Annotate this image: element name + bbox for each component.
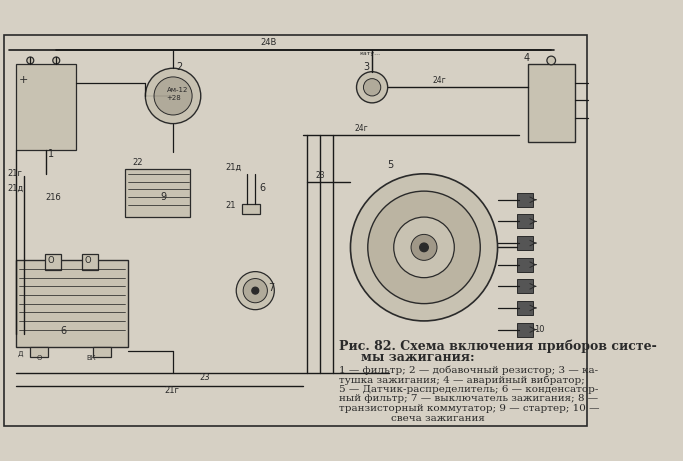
Text: +: +	[19, 75, 29, 85]
Text: 22: 22	[133, 158, 143, 167]
Text: 21б: 21б	[45, 193, 61, 202]
Circle shape	[350, 174, 498, 321]
Text: транзисторный коммутатор; 9 — стартер; 10 —: транзисторный коммутатор; 9 — стартер; 1…	[339, 404, 600, 413]
Bar	[45, 254, 61, 270]
Bar	[518, 323, 533, 337]
Bar	[94, 347, 111, 357]
Bar	[518, 258, 533, 272]
Text: свеча зажигания: свеча зажигания	[339, 414, 485, 423]
Circle shape	[393, 217, 454, 278]
Bar	[518, 279, 533, 293]
Text: О: О	[36, 355, 42, 361]
Text: 24B: 24B	[260, 38, 277, 47]
Text: О: О	[48, 256, 54, 265]
Text: О: О	[85, 256, 92, 265]
Text: 21г: 21г	[7, 169, 22, 178]
Circle shape	[547, 56, 555, 65]
Text: 3: 3	[363, 62, 370, 72]
Text: Д: Д	[17, 350, 23, 357]
Text: Ам-12: Ам-12	[167, 87, 189, 93]
Circle shape	[411, 234, 437, 260]
Text: 21: 21	[225, 201, 236, 210]
Bar	[82, 254, 98, 270]
Circle shape	[363, 79, 380, 96]
Text: 21д: 21д	[225, 162, 241, 171]
Text: 10: 10	[534, 325, 544, 334]
Bar	[30, 347, 48, 357]
Text: 24г: 24г	[432, 76, 447, 85]
Text: 7: 7	[268, 283, 275, 293]
Bar	[242, 204, 260, 214]
Text: +28: +28	[166, 95, 181, 101]
Circle shape	[53, 57, 59, 64]
Text: 24г: 24г	[354, 124, 369, 133]
Text: 23: 23	[199, 373, 210, 382]
Text: 23: 23	[316, 171, 326, 180]
Text: мы зажигания:: мы зажигания:	[361, 351, 475, 364]
Text: 4: 4	[524, 53, 529, 63]
Text: ВК: ВК	[87, 355, 96, 361]
Circle shape	[419, 243, 428, 252]
Circle shape	[154, 77, 192, 115]
Text: 1 — фильтр; 2 — добавочный резистор; 3 — ка-: 1 — фильтр; 2 — добавочный резистор; 3 —…	[339, 366, 598, 375]
Text: 9: 9	[160, 192, 166, 202]
Text: 5 — Датчик-распределитель; 6 — конденсатор-: 5 — Датчик-распределитель; 6 — конденсат…	[339, 385, 598, 394]
Text: 21г: 21г	[165, 386, 180, 395]
Text: 6: 6	[61, 326, 67, 336]
Circle shape	[27, 57, 33, 64]
Text: 5: 5	[388, 160, 394, 170]
Text: тушка зажигания; 4 — аварийный вибратор;: тушка зажигания; 4 — аварийный вибратор;	[339, 375, 585, 385]
Bar	[518, 193, 533, 207]
Text: ный фильтр; 7 — выключатель зажигания; 8 —: ный фильтр; 7 — выключатель зажигания; 8…	[339, 395, 598, 403]
Circle shape	[357, 72, 388, 103]
Bar	[518, 214, 533, 228]
Circle shape	[236, 272, 275, 310]
Bar	[518, 236, 533, 250]
Text: 1: 1	[48, 148, 54, 159]
Text: кату...: кату...	[359, 51, 380, 56]
Circle shape	[243, 278, 267, 303]
Bar	[16, 260, 128, 347]
Bar	[528, 64, 576, 142]
Circle shape	[252, 287, 259, 294]
Bar	[126, 170, 191, 217]
Text: 2: 2	[176, 62, 183, 72]
Bar	[518, 301, 533, 315]
Text: 21д: 21д	[7, 184, 23, 193]
Bar	[16, 64, 76, 150]
Circle shape	[367, 191, 480, 304]
Text: Рис. 82. Схема включения приборов систе-: Рис. 82. Схема включения приборов систе-	[339, 340, 657, 354]
Circle shape	[145, 68, 201, 124]
Text: 6: 6	[260, 183, 266, 193]
